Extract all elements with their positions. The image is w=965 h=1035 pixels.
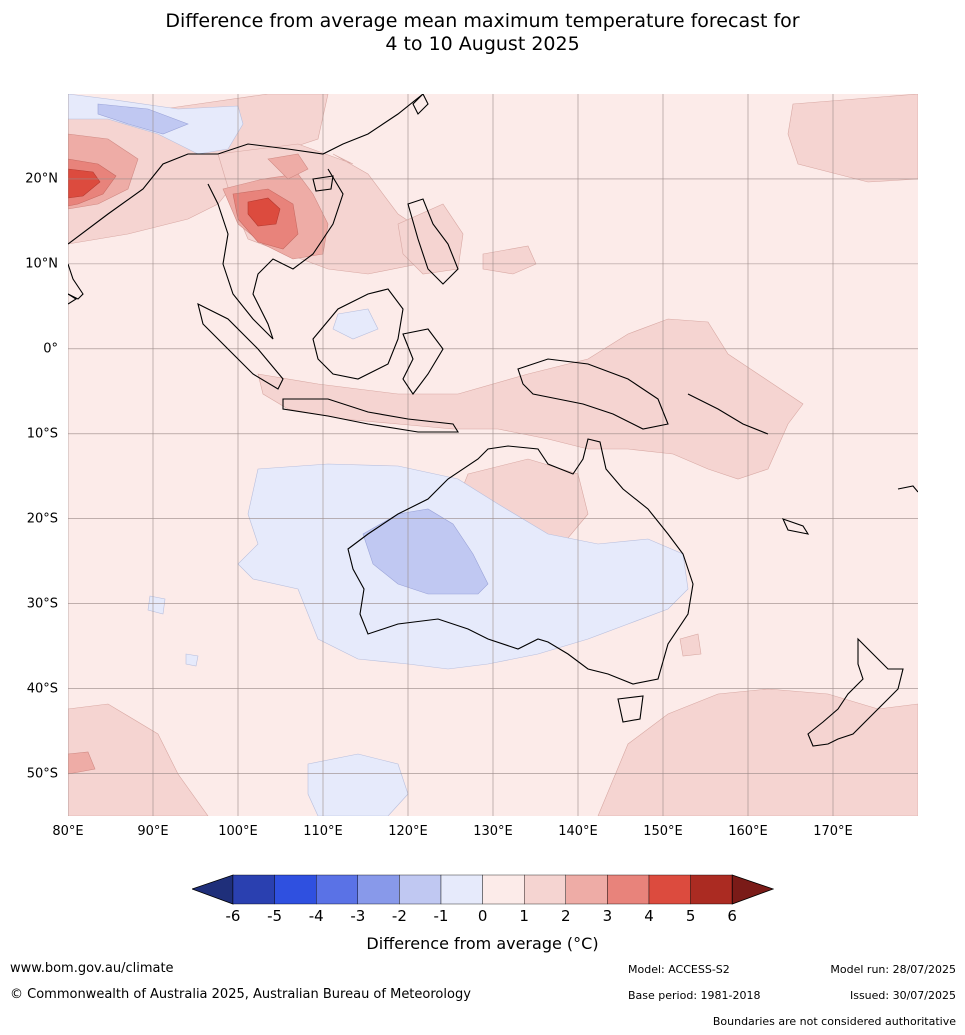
fiji-coast (897, 485, 918, 493)
colorbar-swatch (690, 874, 733, 905)
australia-coast (347, 438, 694, 685)
longitude-label: 90°E (137, 824, 169, 839)
java-coast (282, 398, 459, 433)
sumatra-coast (197, 302, 284, 390)
tasmania-coast (617, 695, 644, 723)
anomaly-4-5-zones (68, 168, 281, 227)
colorbar-tick-label: 1 (519, 907, 529, 925)
longitude-label: 170°E (813, 824, 853, 839)
colorbar-extend-high (731, 874, 774, 905)
colorbar-tick-label: 6 (727, 907, 737, 925)
taiwan-coast (412, 94, 429, 115)
map-title-line2: 4 to 10 August 2025 (385, 33, 580, 55)
colorbar-tick-label: 3 (602, 907, 613, 925)
map-panel (68, 94, 918, 816)
latitude-label: 0° (43, 341, 58, 357)
colorbar-swatch (440, 874, 483, 905)
latitude-label: 20°N (25, 171, 58, 187)
colorbar-swatch (232, 874, 275, 905)
graticule-lines (68, 94, 918, 816)
latitude-label: 30°S (26, 596, 58, 612)
map-title: Difference from average mean maximum tem… (0, 10, 965, 56)
longitude-label: 120°E (388, 824, 428, 839)
copyright-text: © Commonwealth of Australia 2025, Austra… (10, 987, 471, 1002)
website-url: www.bom.gov.au/climate (10, 961, 174, 976)
latitude-label: 40°S (26, 681, 58, 697)
base-period: Base period: 1981-2018 (628, 989, 761, 1002)
philippines-coast (407, 198, 459, 285)
mainland-asia-coast (68, 94, 424, 340)
colorbar-tick-label: -1 (433, 907, 449, 925)
latitude-label: 50°S (26, 766, 58, 782)
map-title-line1: Difference from average mean maximum tem… (165, 10, 800, 32)
latitude-label: 10°N (25, 256, 58, 272)
longitude-label: 140°E (558, 824, 598, 839)
colorbar-tick-label: 0 (477, 907, 488, 925)
srilanka-coast (68, 293, 78, 305)
colorbar-tick-label: 4 (644, 907, 654, 925)
colorbar-swatch (565, 874, 608, 905)
latitude-label: 10°S (26, 426, 58, 442)
colorbar (192, 874, 774, 905)
longitude-label: 80°E (52, 824, 84, 839)
new-guinea-coast (517, 358, 669, 430)
colorbar-swatch (648, 874, 691, 905)
colorbar-tick-label: 2 (561, 907, 571, 925)
longitude-label: 160°E (728, 824, 768, 839)
colorbar-tick-label: -3 (350, 907, 366, 925)
new-caledonia-coast (781, 518, 810, 535)
longitude-label: 150°E (643, 824, 683, 839)
india-coast (68, 263, 84, 300)
forecast-map (68, 94, 918, 816)
colorbar-swatch (315, 874, 358, 905)
colorbar-tick-label: -2 (391, 907, 407, 925)
solomon-islands-coast (687, 393, 769, 435)
colorbar-swatch (357, 874, 400, 905)
colorbar-tick-label: -6 (225, 907, 241, 925)
anomaly-cool-2-zones (97, 103, 489, 595)
colorbar-swatch (399, 874, 442, 905)
new-zealand-coast (807, 637, 904, 747)
longitude-label: 130°E (473, 824, 513, 839)
borneo-coast (312, 288, 404, 380)
colorbar-swatch (524, 874, 567, 905)
hainan-coast (312, 175, 334, 192)
issued-date: Issued: 30/07/2025 (849, 989, 956, 1002)
sulawesi-coast (402, 328, 444, 395)
colorbar-swatch (274, 874, 317, 905)
colorbar-tick-label: -5 (267, 907, 283, 925)
latitude-label: 20°S (26, 511, 58, 527)
coastlines (68, 94, 918, 747)
boundaries-disclaimer: Boundaries are not considered authoritat… (712, 1015, 956, 1028)
longitude-label: 110°E (303, 824, 343, 839)
colorbar-title: Difference from average (°C) (366, 934, 599, 953)
colorbar-swatch (607, 874, 650, 905)
model-name: Model: ACCESS-S2 (628, 963, 730, 976)
colorbar-extend-low (192, 874, 234, 905)
colorbar-tick-label: 5 (685, 907, 696, 925)
model-run-date: Model run: 28/07/2025 (830, 963, 956, 976)
colorbar-tick-label: -4 (308, 907, 324, 925)
longitude-label: 100°E (218, 824, 258, 839)
colorbar-swatch (482, 874, 525, 905)
